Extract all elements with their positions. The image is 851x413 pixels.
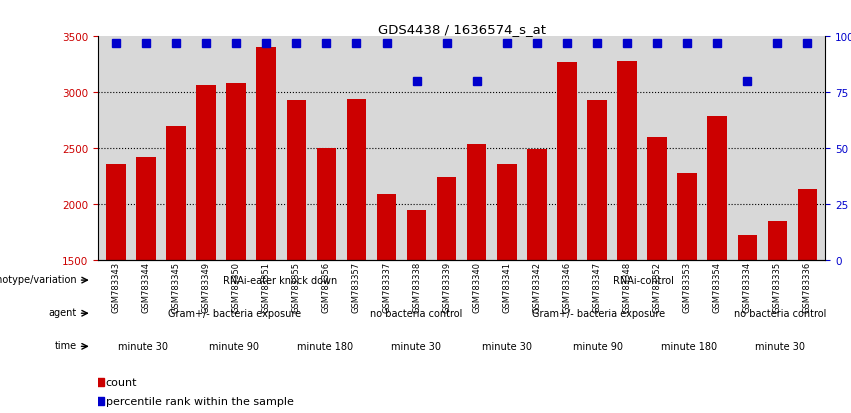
Bar (317, 149, 336, 260)
Text: Gram+/- bacteria exposure: Gram+/- bacteria exposure (532, 309, 665, 318)
Text: genotype/variation: genotype/variation (0, 274, 77, 284)
Bar (527, 150, 546, 260)
Bar (617, 62, 637, 260)
Bar (437, 178, 456, 260)
Bar (226, 84, 246, 260)
Text: Gram+/- bacteria exposure: Gram+/- bacteria exposure (168, 309, 301, 318)
Text: minute 90: minute 90 (573, 342, 623, 351)
Bar (467, 144, 487, 260)
Bar (136, 158, 156, 260)
Text: minute 30: minute 30 (755, 342, 805, 351)
Text: count: count (106, 377, 137, 387)
Bar (407, 210, 426, 260)
Bar (256, 48, 276, 260)
Text: time: time (54, 340, 77, 350)
Bar (557, 63, 577, 260)
Text: minute 180: minute 180 (661, 342, 717, 351)
Bar (166, 126, 186, 260)
Bar (377, 195, 397, 260)
Bar (106, 164, 126, 260)
Text: agent: agent (49, 307, 77, 317)
Text: no bacteria control: no bacteria control (734, 309, 826, 318)
Text: minute 30: minute 30 (483, 342, 532, 351)
Bar (768, 221, 787, 260)
Bar (197, 86, 216, 260)
Bar (707, 116, 727, 260)
Text: no bacteria control: no bacteria control (370, 309, 462, 318)
Text: minute 180: minute 180 (297, 342, 353, 351)
Text: RNAi-eater knock down: RNAi-eater knock down (223, 275, 337, 285)
Text: percentile rank within the sample: percentile rank within the sample (106, 396, 294, 406)
Text: RNAi-control: RNAi-control (613, 275, 674, 285)
Text: minute 30: minute 30 (118, 342, 168, 351)
Bar (648, 138, 667, 260)
Title: GDS4438 / 1636574_s_at: GDS4438 / 1636574_s_at (378, 23, 545, 36)
Bar (677, 173, 697, 260)
Bar (346, 100, 366, 260)
Text: minute 30: minute 30 (391, 342, 441, 351)
Bar (587, 101, 607, 260)
Bar (497, 164, 517, 260)
Bar (287, 101, 306, 260)
Text: minute 90: minute 90 (209, 342, 260, 351)
Bar (738, 236, 757, 260)
Bar (797, 190, 817, 260)
